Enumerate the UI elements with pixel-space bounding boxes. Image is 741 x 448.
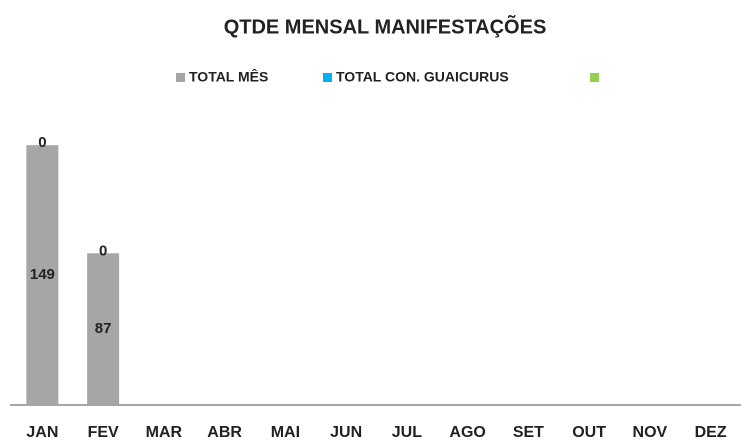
legend-label: TOTAL CON. GUAICURUS [336,69,509,85]
data-label: 0 [99,242,107,259]
x-tick-label: JUN [330,424,362,441]
data-label: 87 [95,320,112,337]
data-label: 0 [38,134,46,151]
bar [26,145,59,405]
x-tick-label: OUT [572,424,606,441]
data-label: 149 [30,266,55,283]
legend-swatch [323,73,332,82]
x-tick-label: FEV [88,424,119,441]
x-tick-label: NOV [633,424,668,441]
x-tick-label: DEZ [695,424,727,441]
x-tick-label: MAR [146,424,183,441]
x-tick-label: SET [513,424,544,441]
bar [87,253,120,405]
legend-swatch [590,73,599,82]
legend-label: TOTAL MÊS [189,68,268,85]
chart-title: QTDE MENSAL MANIFESTAÇÕES [224,14,547,38]
x-tick-label: JUL [392,424,422,441]
x-tick-label: JAN [26,424,58,441]
x-tick-label: AGO [449,424,485,441]
legend-swatch [176,73,185,82]
x-tick-label: ABR [207,424,242,441]
x-tick-label: MAI [271,424,300,441]
